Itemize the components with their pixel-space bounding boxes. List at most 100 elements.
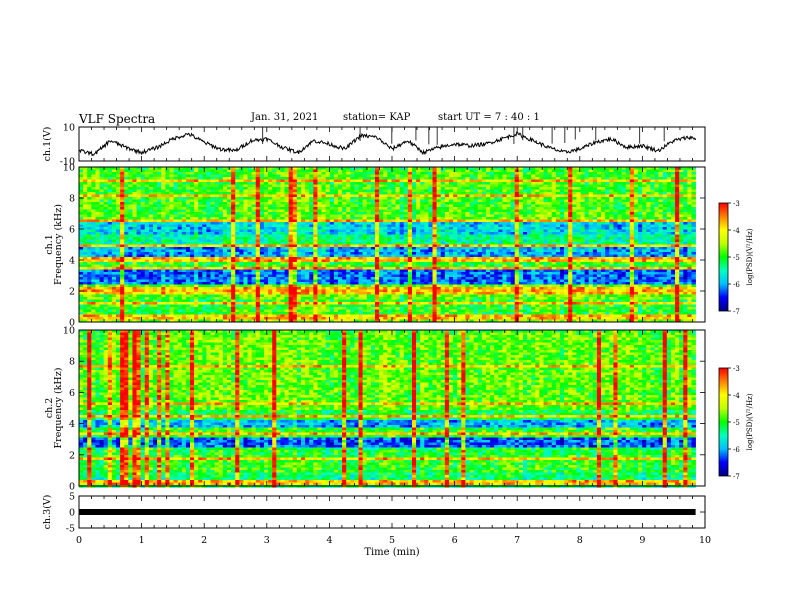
spectrogram-cell: [666, 174, 672, 178]
spectrogram-cell: [136, 207, 141, 210]
spectrogram-cell: [481, 182, 487, 185]
spectrogram-cell: [132, 239, 137, 243]
spectrogram-cell: [518, 222, 524, 225]
spectrogram-cell: [481, 217, 487, 220]
spectrogram-cell: [613, 227, 618, 230]
spectrogram-cell: [436, 239, 442, 243]
spectrogram-cell: [169, 227, 174, 230]
spectrogram-cell: [181, 184, 187, 188]
spectrogram-cell: [383, 169, 388, 173]
spectrogram-cell: [691, 214, 696, 218]
spectrogram-cell: [83, 249, 88, 253]
spectrogram-cell: [411, 177, 417, 180]
spectrogram-cell: [646, 227, 651, 230]
spectrogram-cell: [621, 242, 627, 245]
spectrogram-cell: [646, 242, 651, 245]
spectrogram-cell: [506, 184, 511, 188]
spectrogram-cell: [461, 239, 466, 243]
spectrogram-cell: [255, 202, 261, 205]
spectrogram-cell: [543, 217, 548, 220]
spectrogram-cell: [342, 182, 347, 185]
spectrogram-cell: [239, 249, 244, 253]
spectrogram-cell: [477, 197, 483, 200]
spectrogram-cell: [564, 187, 569, 190]
spectrogram-cell: [490, 192, 495, 195]
spectrogram-cell: [194, 219, 199, 223]
spectrogram-cell: [411, 237, 417, 240]
spectrogram-cell: [366, 194, 372, 198]
spectrogram-cell: [411, 167, 417, 170]
spectrogram-cell: [337, 184, 343, 188]
spectrogram-cell: [107, 217, 113, 220]
spectrogram-cell: [148, 189, 154, 193]
spectrogram-cell: [152, 242, 158, 245]
spectrogram-cell: [440, 219, 446, 223]
spectrogram-cell: [342, 229, 347, 233]
spectrogram-cell: [539, 224, 544, 228]
spectrogram-cell: [358, 234, 363, 238]
spectrogram-cell: [498, 219, 503, 223]
spectrogram-cell: [675, 232, 680, 235]
spectrogram-cell: [522, 229, 528, 233]
spectrogram-cell: [288, 227, 294, 230]
spectrogram-cell: [202, 214, 207, 218]
spectrogram-cell: [99, 222, 104, 225]
spectrogram-cell: [592, 189, 598, 193]
spectrogram-cell: [547, 234, 553, 238]
spectrogram-cell: [144, 194, 150, 198]
spectrogram-cell: [214, 177, 220, 180]
spectrogram-cell: [432, 202, 437, 205]
spectrogram-cell: [691, 209, 696, 213]
spectrogram-cell: [551, 177, 557, 180]
spectrogram-cell: [379, 232, 384, 235]
spectrogram-cell: [255, 172, 261, 175]
spectrogram-cell: [510, 229, 516, 233]
spectrogram-cell: [239, 202, 244, 205]
spectrogram-cell: [194, 229, 199, 233]
spectrogram-cell: [288, 179, 294, 183]
spectrogram-cell: [288, 192, 294, 195]
spectrogram-cell: [268, 232, 273, 235]
spectrogram-cell: [539, 169, 544, 173]
spectrogram-cell: [120, 169, 125, 173]
spectrogram-cell: [309, 174, 314, 178]
spectrogram-cell: [584, 174, 590, 178]
spectrogram-cell: [448, 224, 454, 228]
spectrogram-cell: [646, 192, 651, 195]
spectrogram-cell: [448, 199, 454, 203]
spectrogram-cell: [687, 204, 692, 208]
spectrogram-cell: [403, 207, 409, 210]
spectrogram-cell: [313, 172, 318, 175]
spectrogram-cell: [161, 224, 166, 228]
spectrogram-cell: [350, 172, 355, 175]
spectrogram-cell: [263, 194, 269, 198]
spectrogram-cell: [403, 169, 409, 173]
spectrogram-cell: [555, 222, 561, 225]
spectrogram-cell: [317, 217, 322, 220]
spectrogram-cell: [547, 204, 553, 208]
spectrogram-cell: [436, 234, 442, 238]
spectrogram-cell: [350, 209, 355, 213]
spectrogram-cell: [370, 169, 376, 173]
spectrogram-cell: [485, 237, 491, 240]
spectrogram-cell: [679, 247, 684, 250]
spectrogram-cell: [395, 214, 400, 218]
spectrogram-cell: [424, 202, 429, 205]
spectrogram-cell: [633, 189, 639, 193]
spectrogram-cell: [383, 222, 388, 225]
spectrogram-cell: [432, 222, 437, 225]
spectrogram-cell: [551, 222, 557, 225]
spectrogram-cell: [679, 189, 684, 193]
spectrogram-cell: [128, 222, 133, 225]
spectrogram-cell: [280, 244, 285, 248]
spectrogram-cell: [609, 217, 614, 220]
spectrogram-cell: [510, 174, 516, 178]
spectrogram-cell: [305, 234, 310, 238]
spectrogram-cell: [568, 187, 573, 190]
spectrogram-cell: [658, 214, 664, 218]
spectrogram-cell: [432, 242, 437, 245]
spectrogram-cell: [650, 179, 655, 183]
spectrogram-cell: [259, 192, 265, 195]
spectrogram-cell: [420, 247, 425, 250]
spectrogram-cell: [185, 227, 191, 230]
